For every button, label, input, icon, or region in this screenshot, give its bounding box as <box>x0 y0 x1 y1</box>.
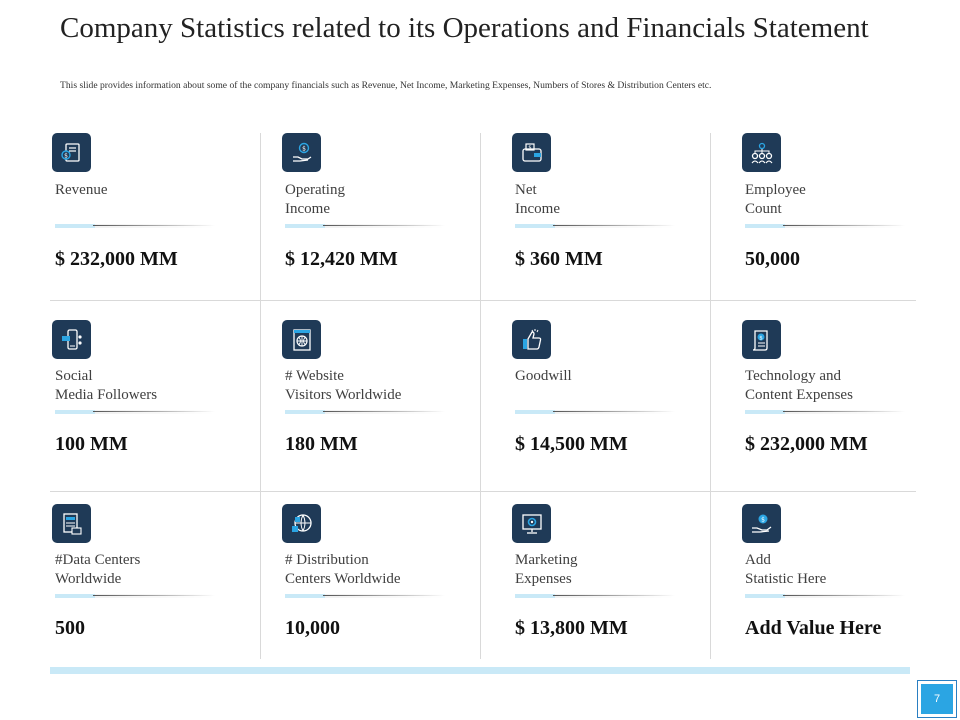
svg-text:$: $ <box>302 145 306 152</box>
stat-label: Technology and Content Expenses <box>745 368 853 403</box>
stat-label: Operating Income <box>285 182 345 217</box>
monitor-gear-icon <box>512 504 551 543</box>
stat-value: $ 232,000 MM <box>745 433 868 455</box>
stat-card: Marketing Expenses $ 13,800 MM <box>480 491 710 659</box>
stat-divider <box>745 410 905 414</box>
stat-card: $ Technology and Content Expenses $ 232,… <box>710 300 916 491</box>
slide-subtitle: This slide provides information about so… <box>60 80 712 91</box>
revenue-icon: $ <box>52 133 91 172</box>
stat-label: Net Income <box>515 182 560 217</box>
stat-value: $ 360 MM <box>515 248 603 270</box>
svg-text:$: $ <box>528 145 531 151</box>
stat-card: # Distribution Centers Worldwide 10,000 <box>260 491 480 659</box>
stat-value: 180 MM <box>285 433 358 455</box>
stat-value: $ 14,500 MM <box>515 433 628 455</box>
stat-card: $ Net Income $ 360 MM <box>480 133 710 300</box>
stat-card: Social Media Followers 100 MM <box>50 300 260 491</box>
stat-value: $ 232,000 MM <box>55 248 178 270</box>
stat-label: Add Statistic Here <box>745 552 827 587</box>
stat-value: $ 12,420 MM <box>285 248 398 270</box>
stat-label: Social Media Followers <box>55 368 158 403</box>
slide-title: Company Statistics related to its Operat… <box>60 12 869 44</box>
stat-divider <box>55 410 215 414</box>
page-number: 7 <box>921 684 953 714</box>
stat-card: Goodwill $ 14,500 MM <box>480 300 710 491</box>
stat-card: $ Add Statistic Here Add Value Here <box>710 491 916 659</box>
stat-label: Employee Count <box>745 182 806 217</box>
stat-card: $ Operating Income $ 12,420 MM <box>260 133 480 300</box>
operating-income-icon: $ <box>282 133 321 172</box>
wallet-icon: $ <box>512 133 551 172</box>
server-icon <box>52 504 91 543</box>
stat-divider <box>745 224 905 228</box>
stat-divider <box>745 594 905 598</box>
stat-divider <box>285 594 445 598</box>
stat-value: 50,000 <box>745 248 800 270</box>
stat-value: 100 MM <box>55 433 128 455</box>
stat-label: Marketing Expenses <box>515 552 578 587</box>
website-icon <box>282 320 321 359</box>
stat-value: 10,000 <box>285 617 340 639</box>
stat-label: Goodwill <box>515 368 572 384</box>
stat-divider <box>515 410 675 414</box>
stat-divider <box>285 224 445 228</box>
stat-divider <box>55 594 215 598</box>
bottom-accent-bar <box>50 667 910 674</box>
stat-value: Add Value Here <box>745 617 882 639</box>
hand-coin-icon: $ <box>742 504 781 543</box>
stat-divider <box>55 224 215 228</box>
stat-divider <box>515 594 675 598</box>
svg-text:$: $ <box>761 516 765 523</box>
globe-boxes-icon <box>282 504 321 543</box>
document-dollar-icon: $ <box>742 320 781 359</box>
stat-card: #Data Centers Worldwide 500 <box>50 491 260 659</box>
thumbs-up-icon <box>512 320 551 359</box>
stats-grid: $ Revenue $ 232,000 MM $ Operating Incom… <box>50 133 916 659</box>
stat-value: 500 <box>55 617 85 639</box>
stat-label: # Website Visitors Worldwide <box>285 368 402 403</box>
stat-label: Revenue <box>55 182 108 198</box>
page-number-box: 7 <box>917 680 957 718</box>
stat-label: # Distribution Centers Worldwide <box>285 552 401 587</box>
employees-icon <box>742 133 781 172</box>
stat-divider <box>515 224 675 228</box>
stat-divider <box>285 410 445 414</box>
svg-text:$: $ <box>759 335 763 341</box>
social-media-icon <box>52 320 91 359</box>
stat-label: #Data Centers Worldwide <box>55 552 141 587</box>
stat-card: $ Revenue $ 232,000 MM <box>50 133 260 300</box>
stat-card: Employee Count 50,000 <box>710 133 916 300</box>
stat-card: # Website Visitors Worldwide 180 MM <box>260 300 480 491</box>
stat-value: $ 13,800 MM <box>515 617 628 639</box>
svg-text:$: $ <box>64 152 68 159</box>
